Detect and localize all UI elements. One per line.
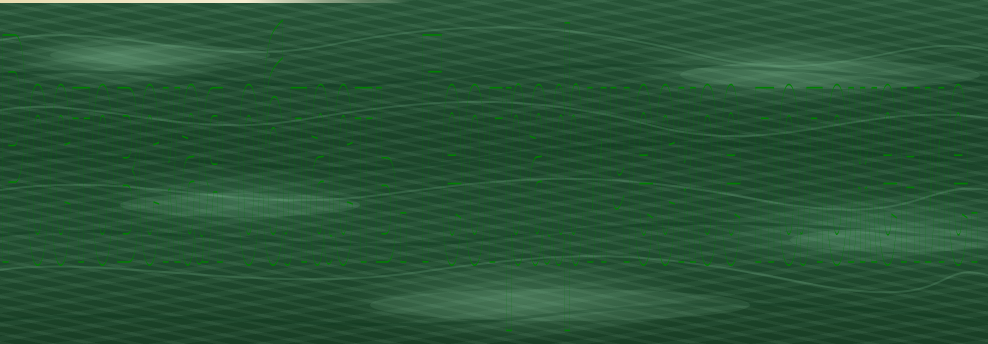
slide-title: Ростовская область. Географическое полож… — [0, 0, 981, 335]
top-edge-strip — [0, 0, 410, 3]
